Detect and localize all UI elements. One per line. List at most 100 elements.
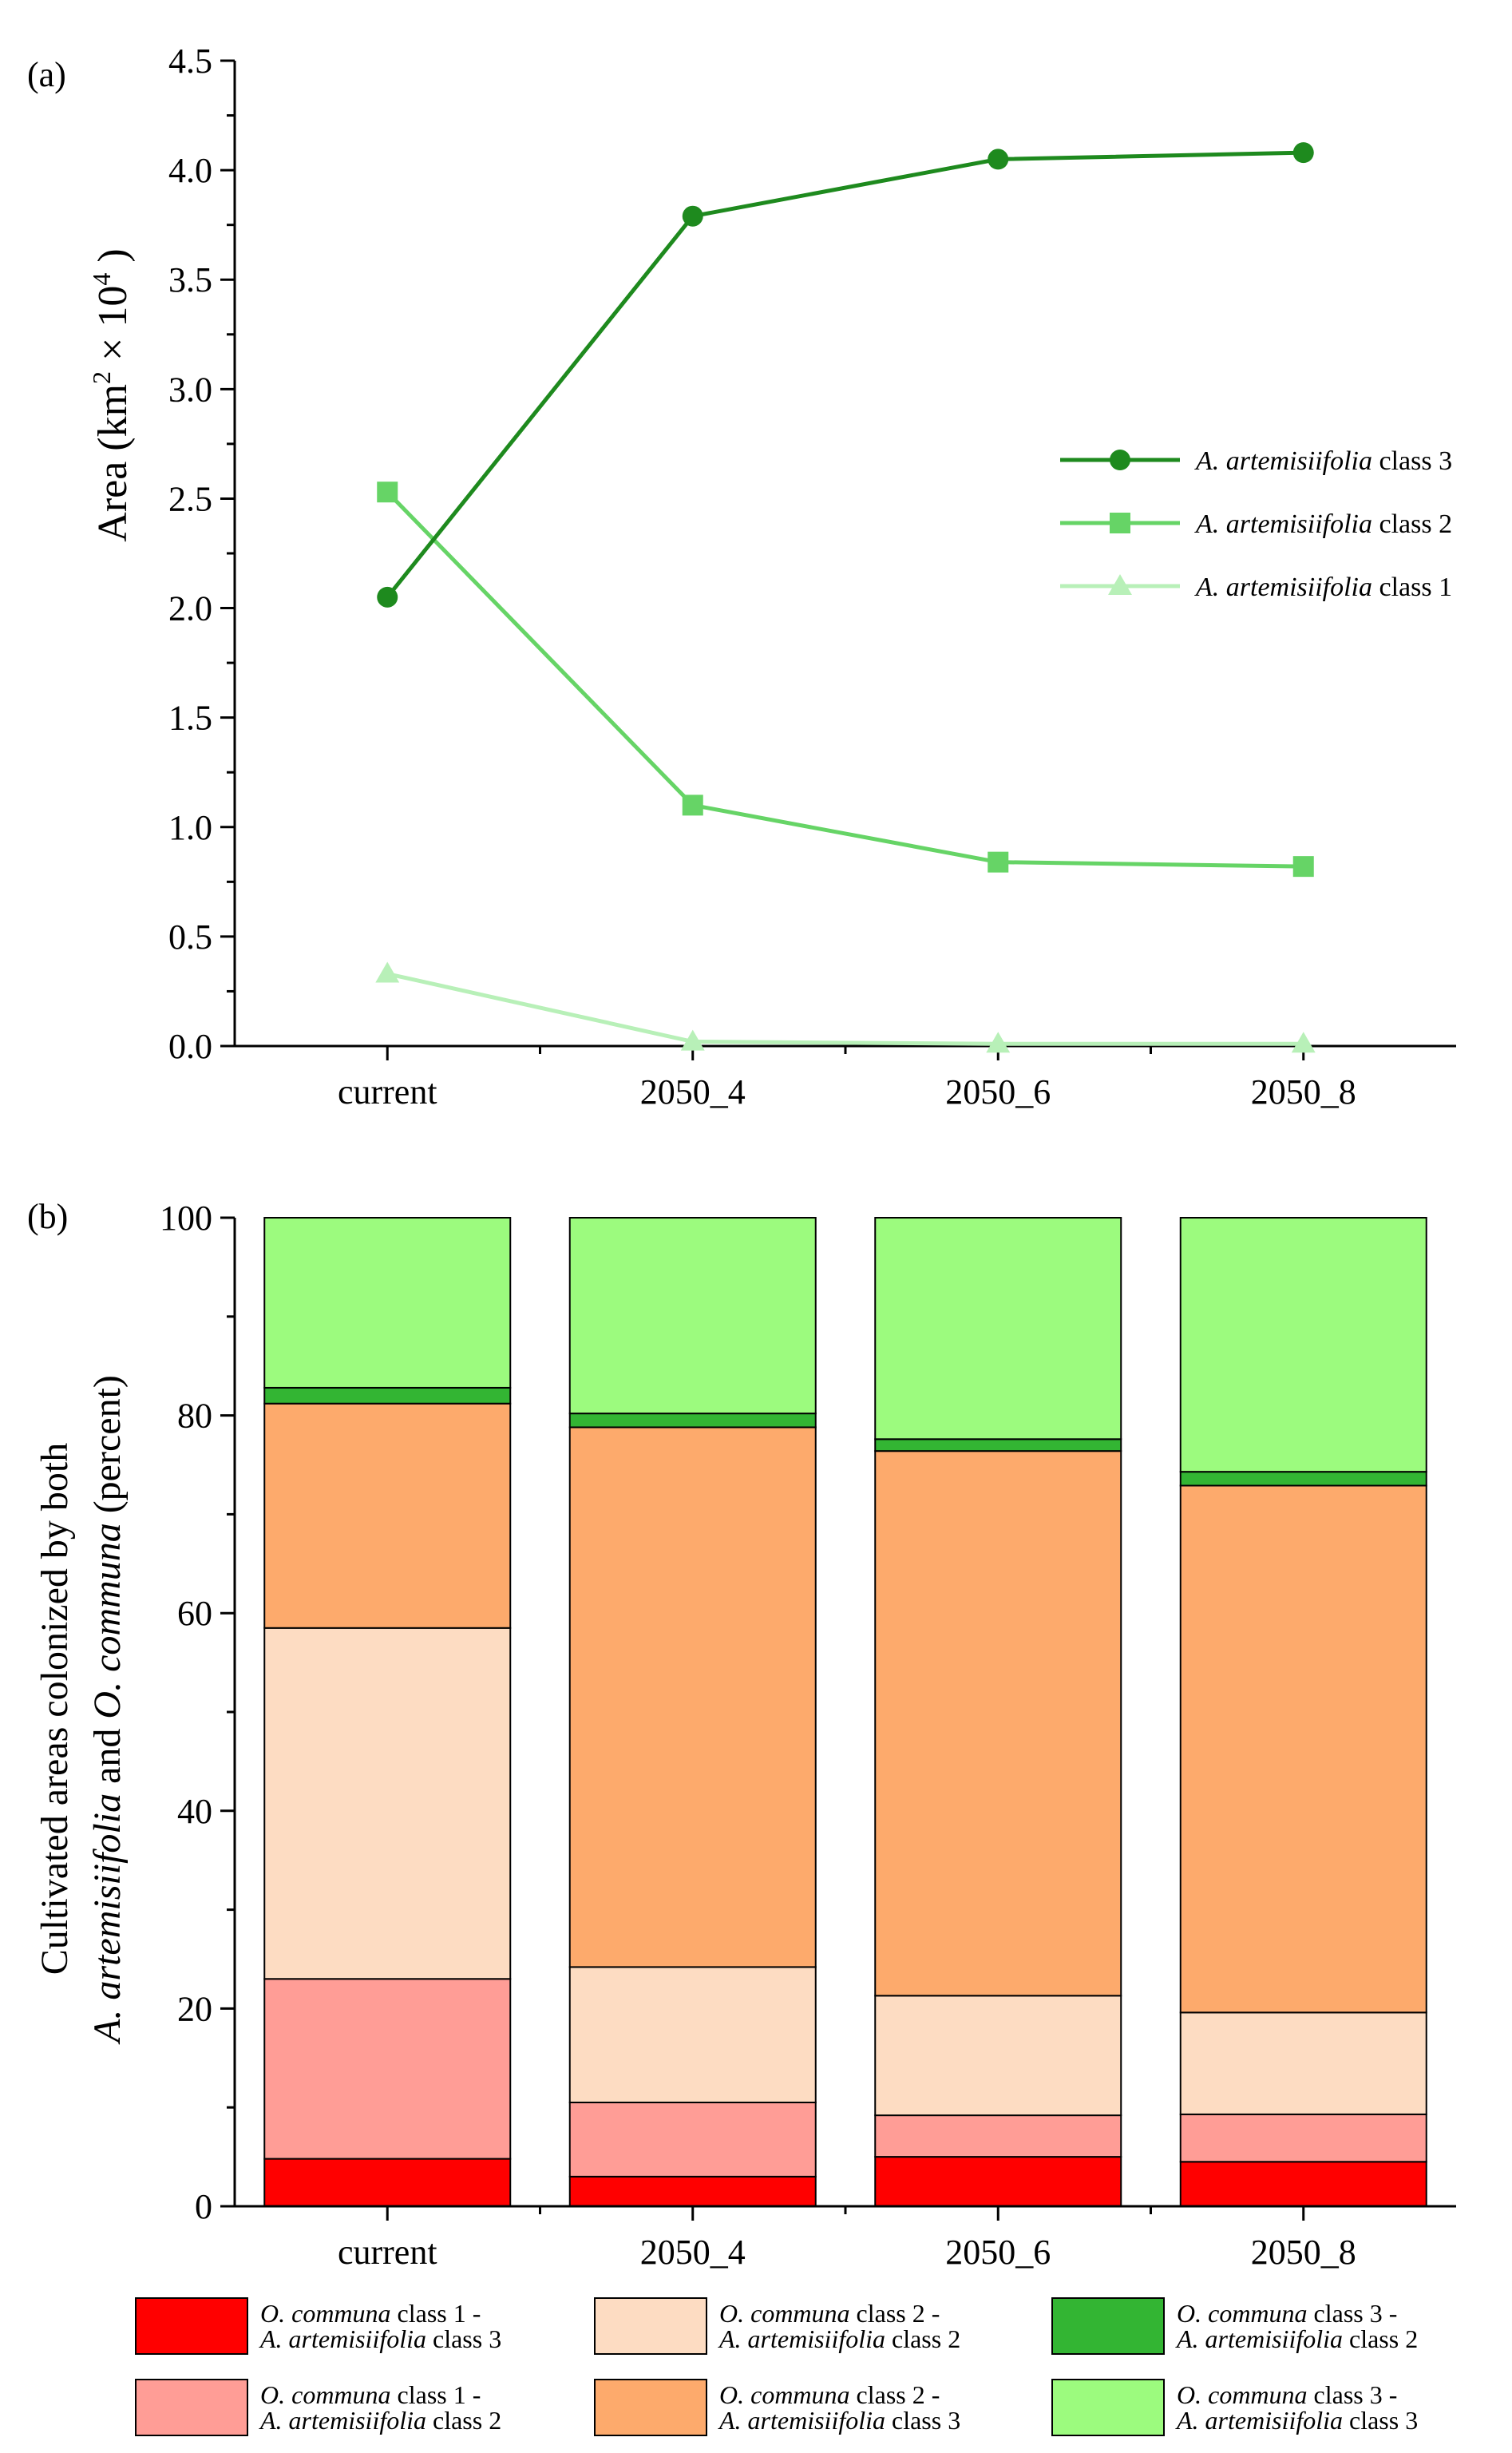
data-point: [682, 795, 703, 816]
legend-class: class 3: [885, 2406, 960, 2435]
legend-label-line2: A. artemisiifolia class 2: [259, 2406, 501, 2435]
y-tick-label: 100: [160, 1199, 212, 1238]
y-tick-label: 40: [177, 1792, 212, 1831]
y-tick-label: 3.5: [168, 260, 212, 299]
bar-segment: [874, 1438, 1122, 1452]
data-point: [1110, 450, 1130, 470]
y-axis-label-species: A. artemisiifolia: [86, 1793, 129, 2045]
legend-entry: O. communa class 3 -A. artemisiifolia cl…: [1051, 2379, 1418, 2436]
legend-entry: O. communa class 3 -A. artemisiifolia cl…: [1051, 2297, 1418, 2355]
legend-entry: O. communa class 2 -A. artemisiifolia cl…: [594, 2379, 960, 2436]
legend-swatch: [135, 2297, 248, 2355]
y-tick-label: 2.0: [168, 589, 212, 628]
series-line: [386, 490, 1304, 869]
bar-segment: [568, 1966, 817, 2104]
legend-species: A. artemisiifolia: [718, 2406, 885, 2435]
axes-ticks: 0 20 40 60 80 100 current 2050_4 2050_6 2050_8: [160, 1199, 1356, 2272]
series-circle: [377, 142, 1314, 608]
legend-swatch: [594, 2297, 707, 2355]
legend-species: A. artemisiifolia: [718, 2324, 885, 2353]
data-point: [680, 1029, 705, 1051]
axes-ticks: 0.0 0.5 1.0 1.5 2.0 2.5 3.0 3.5 4.0 4.5 current 205…: [168, 42, 1356, 1112]
data-point: [377, 481, 398, 503]
legend-class: class 3: [1372, 446, 1452, 476]
bar-segment: [1179, 1217, 1427, 1473]
legend-species: A. artemisiifolia: [259, 2406, 426, 2435]
legend-class: class 2: [426, 2406, 501, 2435]
y-tick-label: 2.5: [168, 479, 212, 518]
data-point: [988, 149, 1009, 170]
legend-label-line1: O. communa class 2 -: [719, 2299, 940, 2328]
series-line: [386, 972, 1304, 1046]
legend-class: class 3: [1343, 2406, 1418, 2435]
bar-segment: [568, 1413, 817, 1429]
y-tick-label: 80: [177, 1397, 212, 1436]
legend-label-line1: O. communa class 2 -: [719, 2380, 940, 2409]
series-square: [377, 481, 1314, 878]
data-point: [1110, 513, 1130, 533]
legend: A. artemisiifolia class 3A. artemisiifol…: [1060, 446, 1452, 602]
bar-segment: [1179, 2161, 1427, 2208]
legend-species: O. communa: [1177, 2380, 1308, 2409]
data-point: [682, 205, 703, 227]
data-point: [377, 586, 398, 608]
legend-class: class 1 -: [391, 2299, 481, 2328]
data-point: [1291, 1032, 1316, 1053]
bar-segment: [263, 1978, 512, 2160]
legend-species: A. artemisiifolia: [259, 2324, 426, 2353]
legend-label-line2: A. artemisiifolia class 3: [718, 2406, 960, 2435]
y-axis-label-species: O. communa: [86, 1523, 129, 1718]
bar-segment: [874, 1217, 1122, 1440]
legend-class: class 3 -: [1308, 2299, 1398, 2328]
bar-segment: [263, 1386, 512, 1405]
legend-class: class 2 -: [850, 2299, 940, 2328]
x-tick-label: 2050_4: [640, 1072, 746, 1112]
y-axis-label-and: and: [86, 1719, 129, 1793]
legend-class: class 3: [426, 2324, 501, 2353]
data-point: [375, 961, 400, 983]
legend-species: O. communa: [260, 2380, 391, 2409]
legend-class: class 1: [1372, 573, 1452, 602]
x-tick-label: 2050_6: [945, 2233, 1051, 2272]
y-tick-label: 0.5: [168, 917, 212, 957]
x-tick-label: 2050_6: [945, 1072, 1051, 1112]
y-axis-label-line1: Cultivated areas colonized by both: [34, 1443, 76, 1975]
legend-label-line2: A. artemisiifolia class 2: [718, 2324, 960, 2353]
bar-segment: [568, 1426, 817, 1968]
legend-entry: O. communa class 1 -A. artemisiifolia cl…: [135, 2379, 501, 2436]
bar-segment: [1179, 1471, 1427, 1487]
legend-label-line2: A. artemisiifolia class 3: [259, 2324, 501, 2353]
bar-segment: [568, 1217, 817, 1415]
data-point: [1292, 142, 1314, 164]
panel-label-b: (b): [27, 1197, 68, 1236]
legend-entry: O. communa class 1 -A. artemisiifolia cl…: [135, 2297, 501, 2355]
bar-segment: [874, 2156, 1122, 2208]
bar-stacks: [263, 1217, 1427, 2208]
y-tick-label: 60: [177, 1594, 212, 1633]
data-point: [1108, 574, 1132, 596]
legend-swatch: [1051, 2379, 1165, 2436]
legend-entry: O. communa class 2 -A. artemisiifolia cl…: [594, 2297, 960, 2355]
panel-label-a: (a): [27, 55, 66, 94]
y-axis-label-line2: A. artemisiifolia and O. communa (percen…: [86, 1375, 129, 2045]
bar-segment: [263, 1627, 512, 1980]
legend-swatch: [594, 2379, 707, 2436]
legend: O. communa class 1 -A. artemisiifolia cl…: [135, 2297, 1418, 2436]
bar-segment: [874, 2114, 1122, 2158]
legend-swatch: [1051, 2297, 1165, 2355]
bar-stack: [568, 1217, 817, 2208]
legend-entry: A. artemisiifolia class 3: [1060, 446, 1452, 476]
line-chart-panel: (a) Area (km2 × 104 ) 0.0 0.5 1.0 1.5 2.0 2.5…: [27, 42, 1456, 1112]
y-axis-label: Area (km2 × 104 ): [87, 248, 136, 541]
legend-species: O. communa: [1177, 2299, 1308, 2328]
legend-species: A. artemisiifolia: [1175, 2406, 1343, 2435]
legend-entry: A. artemisiifolia class 1: [1060, 573, 1452, 602]
legend-class: class 2: [1343, 2324, 1418, 2353]
y-axis-label-sup: 4: [87, 273, 116, 286]
legend-species: A. artemisiifolia: [1194, 509, 1372, 539]
legend-label-line2: A. artemisiifolia class 2: [1175, 2324, 1418, 2353]
x-tick-label: current: [338, 2233, 437, 2272]
y-axis-label-times: × 10: [90, 286, 136, 371]
legend-label: A. artemisiifolia class 2: [1194, 509, 1452, 539]
